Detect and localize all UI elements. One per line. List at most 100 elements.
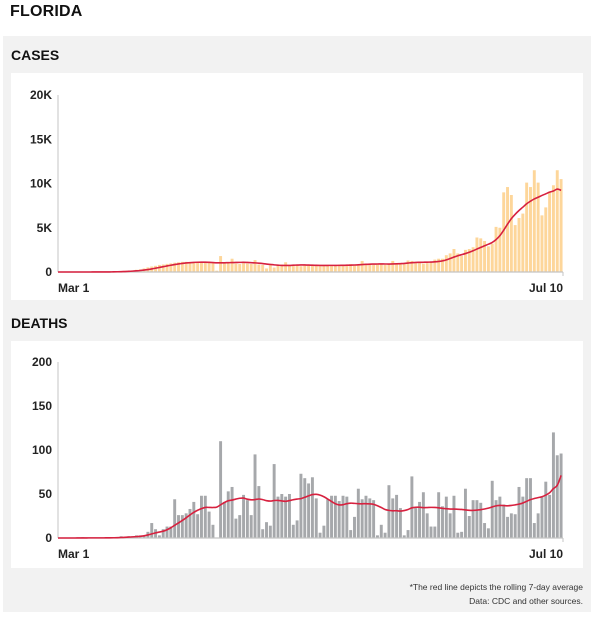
bar xyxy=(364,495,368,538)
bar xyxy=(475,500,479,538)
rolling-average-line xyxy=(58,188,562,273)
bar xyxy=(203,495,207,538)
bar xyxy=(326,499,330,538)
bar xyxy=(456,253,460,272)
bar xyxy=(414,508,418,538)
bar xyxy=(375,263,379,272)
bar xyxy=(490,243,494,272)
cases-section-label: CASES xyxy=(11,47,60,63)
bar xyxy=(456,532,460,538)
bar xyxy=(280,494,284,538)
y-tick-label: 200 xyxy=(32,355,52,369)
bar xyxy=(483,241,487,272)
bar xyxy=(540,215,544,272)
bar xyxy=(288,494,291,538)
bar xyxy=(192,262,196,272)
bar xyxy=(173,262,177,272)
bar xyxy=(161,264,165,272)
bar xyxy=(498,227,502,272)
bar xyxy=(471,247,475,272)
bar xyxy=(379,264,383,272)
bar xyxy=(177,515,180,538)
bar xyxy=(521,496,525,538)
bar xyxy=(360,260,364,272)
bar xyxy=(177,262,180,272)
bar xyxy=(490,480,494,538)
bar xyxy=(551,185,555,272)
bar xyxy=(532,523,536,538)
bar xyxy=(452,495,456,538)
bar xyxy=(230,258,234,272)
bar xyxy=(284,262,288,272)
bar xyxy=(548,494,552,538)
bar xyxy=(536,182,540,272)
bar xyxy=(257,486,261,538)
bar xyxy=(169,263,173,272)
bar xyxy=(513,225,517,272)
bar xyxy=(326,264,330,272)
bar xyxy=(509,195,513,272)
bar xyxy=(555,455,559,538)
bar xyxy=(184,261,188,272)
bar xyxy=(310,265,314,272)
deaths-section-label: DEATHS xyxy=(11,315,68,331)
bar xyxy=(157,264,161,272)
bar xyxy=(184,513,188,538)
bar xyxy=(188,262,192,272)
bar xyxy=(502,504,506,538)
bar xyxy=(421,492,425,538)
bar xyxy=(387,264,391,272)
bar xyxy=(444,255,448,272)
bar xyxy=(448,513,452,538)
y-tick-label: 5K xyxy=(37,221,53,235)
x-tick-label-end: Jul 10 xyxy=(529,547,563,561)
bar xyxy=(471,500,475,538)
bar xyxy=(341,265,345,272)
footer: *The red line depicts the rolling 7-day … xyxy=(410,580,583,608)
bar xyxy=(494,226,498,272)
bar xyxy=(544,207,548,272)
bar xyxy=(268,265,272,272)
bar xyxy=(425,513,429,538)
bar xyxy=(395,494,399,538)
bar xyxy=(280,264,284,272)
bar xyxy=(272,267,276,272)
bar xyxy=(444,496,448,538)
bar xyxy=(253,454,257,538)
bar xyxy=(548,192,552,272)
bar xyxy=(219,256,223,272)
bar xyxy=(441,506,444,538)
bar xyxy=(349,530,353,538)
bar xyxy=(207,511,211,538)
bar xyxy=(330,495,334,538)
bar xyxy=(356,488,360,538)
cases-chart-svg: 0 5K 10K 15K 20K Mar 1 Jul 10 xyxy=(30,88,564,295)
bar xyxy=(196,261,200,272)
bar xyxy=(303,265,307,272)
y-tick-label: 150 xyxy=(32,399,52,413)
bar xyxy=(383,264,387,272)
y-tick-label: 0 xyxy=(45,265,52,279)
bar xyxy=(291,524,295,538)
bar xyxy=(509,513,513,538)
bar xyxy=(219,441,223,538)
bar xyxy=(525,182,529,272)
bar xyxy=(261,264,265,272)
bar xyxy=(349,264,353,272)
x-tick-label-start: Mar 1 xyxy=(58,547,90,561)
bar xyxy=(333,495,337,538)
bar xyxy=(318,266,322,272)
bar xyxy=(525,478,529,538)
bar xyxy=(314,498,318,538)
bar xyxy=(265,522,268,538)
bar xyxy=(513,514,517,538)
bar xyxy=(551,432,555,538)
bar xyxy=(245,500,249,538)
bar xyxy=(284,496,288,538)
bar xyxy=(398,508,402,538)
bar xyxy=(222,262,226,272)
bar xyxy=(517,486,521,538)
bar xyxy=(391,260,395,272)
bar xyxy=(222,501,226,538)
bar xyxy=(245,263,249,272)
